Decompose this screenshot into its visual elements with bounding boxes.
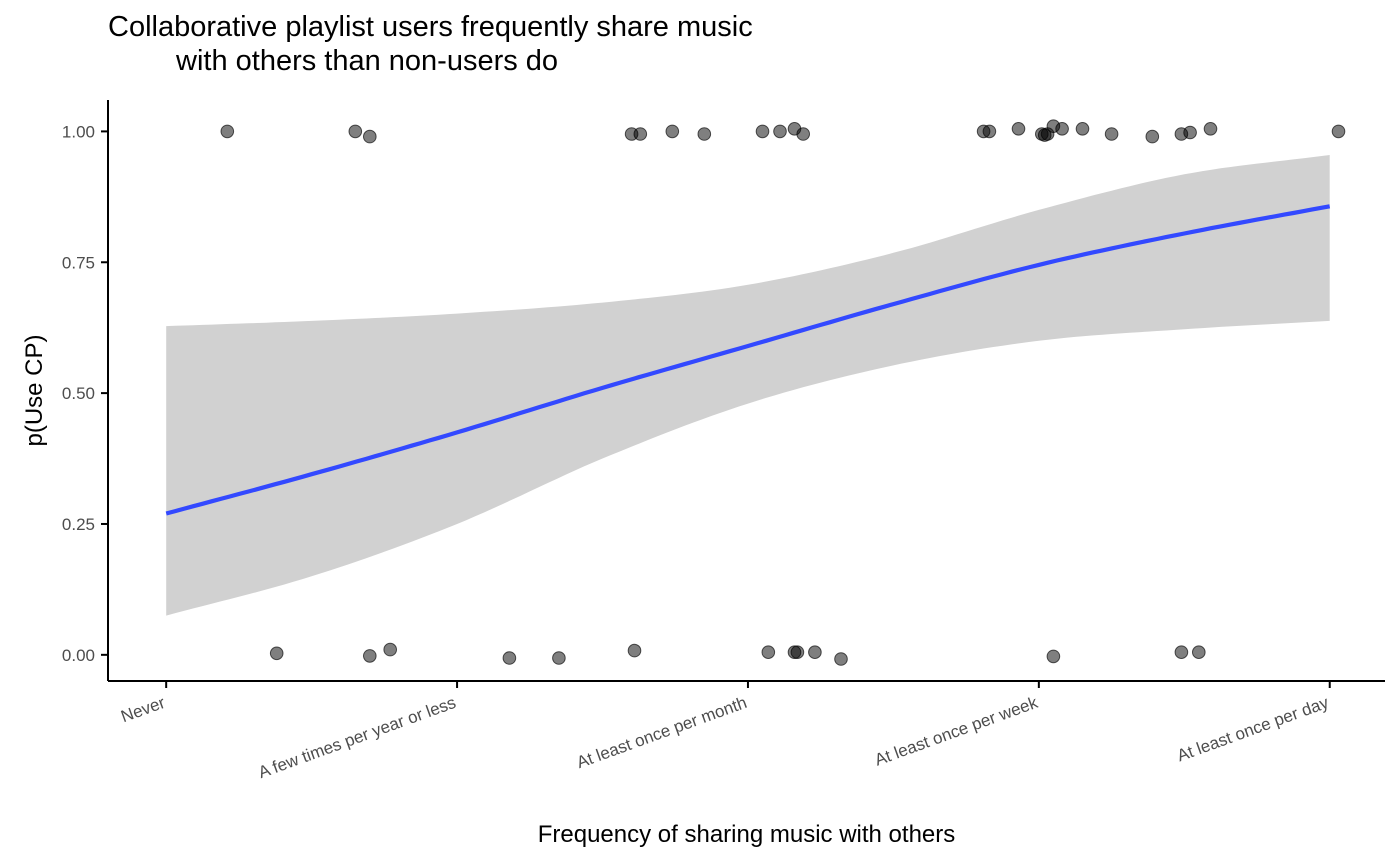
data-point bbox=[1011, 122, 1026, 136]
data-point bbox=[834, 652, 848, 666]
confidence-band bbox=[166, 155, 1330, 616]
chart-title-line-1: Collaborative playlist users frequently … bbox=[108, 11, 753, 43]
data-point bbox=[796, 127, 811, 141]
y-tick-label: 0.50 bbox=[62, 384, 95, 403]
y-tick-label: 0.75 bbox=[62, 253, 95, 272]
data-point bbox=[1192, 645, 1206, 660]
x-tick-label: At least once per day bbox=[1175, 693, 1332, 766]
data-point bbox=[1055, 122, 1069, 136]
data-point bbox=[1046, 649, 1061, 664]
data-point bbox=[755, 124, 770, 139]
x-tick-label: At least once per week bbox=[872, 693, 1041, 770]
chart-title-line-2: with others than non-users do bbox=[176, 45, 559, 77]
x-tick-label: A few times per year or less bbox=[256, 693, 459, 782]
data-point bbox=[665, 124, 680, 139]
y-tick-label: 1.00 bbox=[62, 122, 95, 141]
x-tick-label: At least once per month bbox=[574, 693, 749, 772]
data-point bbox=[633, 127, 648, 141]
data-point bbox=[1174, 645, 1189, 660]
data-point bbox=[773, 124, 787, 139]
chart-title: Collaborative playlist users frequently … bbox=[108, 10, 753, 78]
data-point bbox=[1331, 124, 1346, 139]
data-points-layer bbox=[220, 119, 1346, 666]
data-point bbox=[269, 646, 284, 661]
data-point bbox=[552, 651, 566, 665]
data-point bbox=[383, 642, 398, 657]
data-point bbox=[363, 649, 377, 663]
y-tick-label: 0.25 bbox=[62, 515, 95, 534]
data-point bbox=[790, 645, 805, 660]
x-axis-title: Frequency of sharing music with others bbox=[538, 821, 956, 848]
data-point bbox=[1183, 125, 1197, 140]
data-point bbox=[761, 645, 776, 660]
y-axis-title: p(Use CP) bbox=[21, 334, 48, 446]
data-point bbox=[363, 129, 377, 144]
data-point bbox=[808, 645, 822, 660]
x-tick-label: Never bbox=[118, 693, 167, 726]
data-point bbox=[1203, 122, 1218, 136]
confidence-band-layer bbox=[166, 155, 1330, 616]
data-point bbox=[348, 124, 363, 139]
data-point bbox=[1104, 127, 1119, 141]
data-point bbox=[982, 124, 997, 139]
data-point bbox=[1075, 122, 1090, 136]
fit-line bbox=[165, 204, 1331, 516]
data-point bbox=[220, 124, 235, 139]
data-point bbox=[627, 643, 642, 658]
data-point bbox=[1145, 129, 1160, 144]
data-point bbox=[697, 127, 712, 141]
y-axis-ticks: 0.00 0.25 0.50 0.75 1.00 bbox=[62, 122, 108, 665]
x-axis-ticks: Never A few times per year or less At leas… bbox=[118, 681, 1332, 782]
data-point bbox=[502, 651, 517, 665]
fit-line-layer bbox=[165, 204, 1331, 516]
y-tick-label: 0.00 bbox=[62, 646, 95, 665]
